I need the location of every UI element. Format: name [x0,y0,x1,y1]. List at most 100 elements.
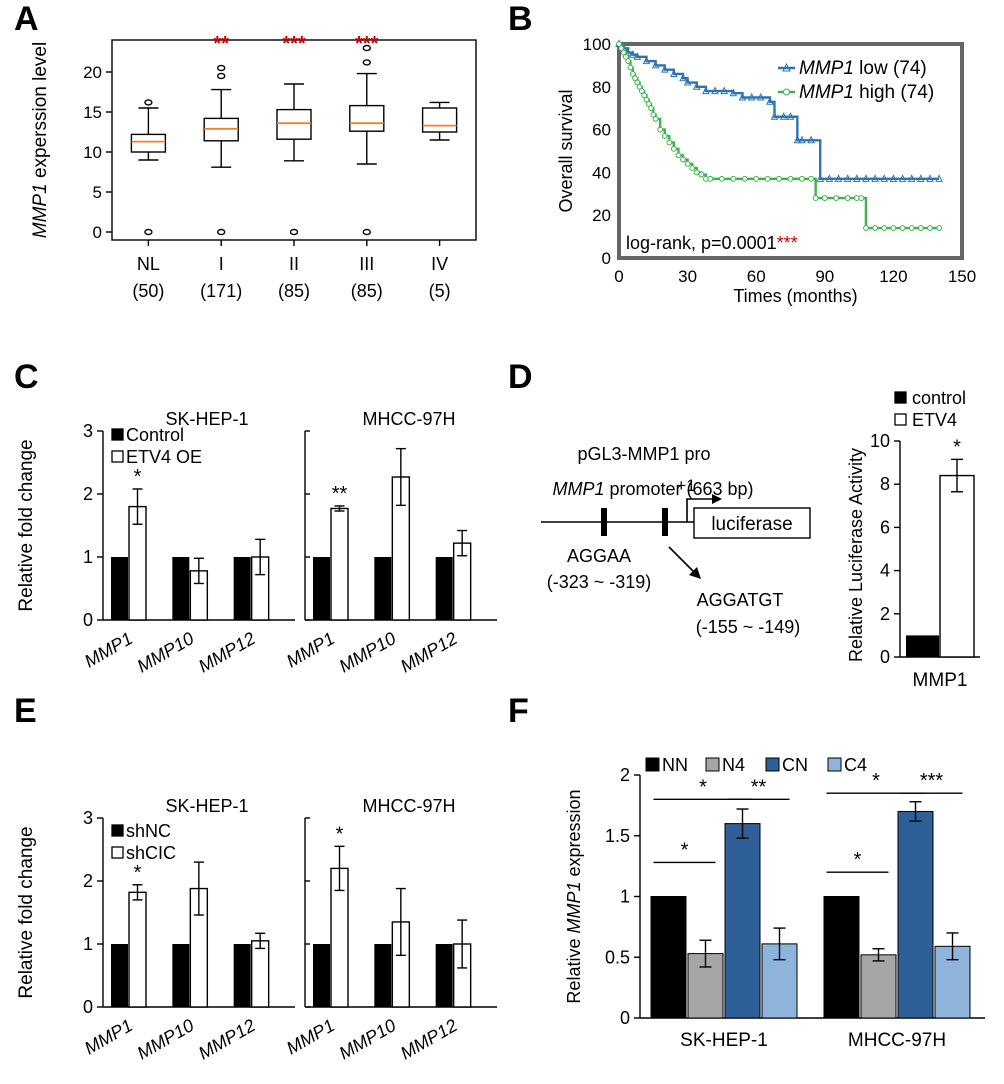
a-category-label: I [219,254,224,274]
b-point-high [650,111,657,118]
b-ytick-label: 40 [592,163,611,182]
d-legend-swatch-0 [894,391,907,404]
b-point-high [908,225,915,231]
b-point-high [833,195,840,201]
f-ytick-label: 0 [620,1008,630,1028]
f-significance-label: * [699,776,707,798]
b-legend-label-1: MMP1 high (74) [799,82,934,103]
b-point-high [622,53,629,60]
f-bar-nn [650,896,687,1019]
d-ytick-label: 0 [880,647,890,667]
a-category-label: II [289,254,299,274]
e-significance: * [134,862,142,884]
e-ytick-label: 0 [83,997,93,1017]
b-point-low [756,92,765,101]
b-legend-label-1-part-0: MMP1 [799,82,854,103]
d-reporter-box [693,507,811,539]
b-point-low [683,77,692,86]
b-point-low [926,174,934,182]
b-point-low [935,174,943,182]
b-point-low [670,69,678,77]
a-count-label: (85) [351,281,383,301]
a-outlier [216,72,226,80]
panel-label-d: D [508,358,533,396]
b-ytick-label: 0 [602,249,611,268]
b-point-low [660,65,669,73]
c-bar-control [374,557,392,620]
d-legend-label-0: control [912,388,966,408]
f-ylabel: Relative MMP1 expression [564,789,584,1003]
b-point-low [738,92,747,101]
a-outlier [144,228,153,236]
b-point-high [636,83,643,90]
f-legend-swatch-3 [827,757,842,772]
a-category-label: III [359,254,374,274]
d-promoter-label-part-1: promoter (663 bp) [604,479,753,499]
c-legend-swatch-0 [111,428,124,441]
e-category-label: MMP10 [134,1015,198,1063]
a-ylabel: MMP1 experssion level [30,42,51,238]
b-point-high [645,101,652,107]
b-point-low [779,112,788,120]
f-category-label: MHCC-97H [848,1030,946,1051]
b-point-low [702,86,710,95]
f-legend-label-3: C4 [844,755,867,775]
c-subplot-title: SK-HEP-1 [165,409,248,429]
b-point-low [871,174,879,182]
b-point-low [853,174,861,182]
f-legend-swatch-0 [645,757,660,772]
f-legend-label-0: NN [662,755,688,775]
b-logrank-annotation: log-rank, p=0.0001*** [626,233,798,253]
d-site1-label: AGGAA [567,546,631,566]
b-point-high [917,225,924,231]
d-legend-label-1: ETV4 [912,410,957,430]
b-point-high [730,175,737,182]
e-ytick-label: 1 [83,934,93,954]
d-construct-label: pGL3-MMP1 pro [577,444,710,464]
e-category-label: MMP1 [283,1015,338,1058]
e-legend-label-0: shNC [126,821,171,841]
b-point-high [741,175,748,182]
b-point-low [711,86,719,95]
b-ytick-label: 20 [592,206,611,225]
b-point-low [798,135,806,144]
b-point-high [627,64,634,71]
b-point-high [661,133,668,139]
a-category-label: IV [431,254,448,274]
c-ytick-label: 2 [83,484,93,504]
c-bar-control [172,557,190,620]
e-ytick-label: 3 [83,808,93,828]
c-ytick-label: 1 [83,547,93,567]
c-category-label: MMP12 [195,628,259,676]
c-category-label: MMP12 [397,628,461,676]
c-bar-control [313,557,330,620]
b-point-high [881,225,888,231]
b-point-low [770,112,779,120]
c-bar-treated [330,507,349,621]
a-outlier [362,44,371,52]
a-outlier [216,64,226,72]
c-bar-control [233,557,251,620]
b-xtick-label: 120 [879,267,907,286]
a-ylabel-part-1: experssion level [30,42,51,184]
b-point-low [907,174,916,182]
b-point-high [890,225,897,231]
d-site2-mark [662,508,668,536]
e-bar-control [233,944,251,1007]
d-significance: * [953,436,961,458]
a-significance: *** [282,33,306,55]
b-xtick-label: 90 [815,267,834,286]
b-point-high [821,195,828,201]
b-point-high [689,165,696,172]
d-ytick-label: 10 [870,431,890,451]
f-bar-nn [823,896,860,1019]
b-point-high [899,225,906,231]
a-significance: *** [355,33,379,55]
c-legend-label-1: ETV4 OE [126,447,202,467]
f-legend-label-1: N4 [722,755,745,775]
c-ytick-label: 0 [83,610,93,630]
c-category-label: MMP1 [283,628,338,671]
f-ylabel-part-2: expression [564,789,584,881]
a-ytick-label: 5 [93,183,102,202]
b-legend-marker [783,88,790,96]
